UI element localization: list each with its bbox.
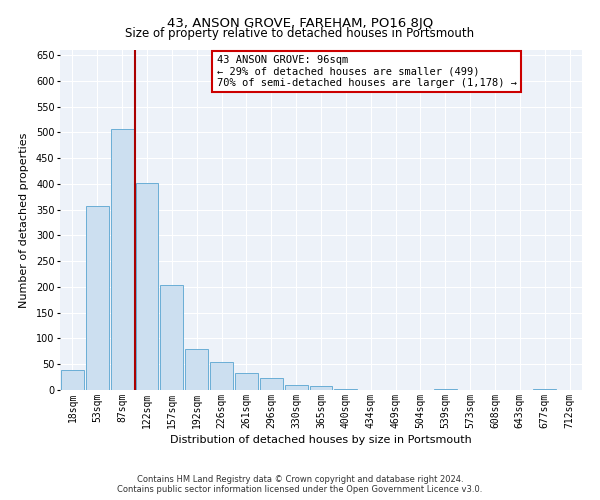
Bar xyxy=(86,206,109,390)
Bar xyxy=(235,373,258,390)
Text: Size of property relative to detached houses in Portsmouth: Size of property relative to detached ho… xyxy=(125,28,475,40)
Text: Contains HM Land Registry data © Crown copyright and database right 2024.
Contai: Contains HM Land Registry data © Crown c… xyxy=(118,474,482,494)
Y-axis label: Number of detached properties: Number of detached properties xyxy=(19,132,29,308)
Bar xyxy=(210,362,233,390)
X-axis label: Distribution of detached houses by size in Portsmouth: Distribution of detached houses by size … xyxy=(170,435,472,445)
Text: 43 ANSON GROVE: 96sqm
← 29% of detached houses are smaller (499)
70% of semi-det: 43 ANSON GROVE: 96sqm ← 29% of detached … xyxy=(217,55,517,88)
Bar xyxy=(160,286,183,390)
Bar xyxy=(61,370,84,390)
Bar xyxy=(310,386,332,390)
Bar xyxy=(185,349,208,390)
Bar xyxy=(111,129,134,390)
Text: 43, ANSON GROVE, FAREHAM, PO16 8JQ: 43, ANSON GROVE, FAREHAM, PO16 8JQ xyxy=(167,18,433,30)
Bar xyxy=(260,378,283,390)
Bar xyxy=(136,184,158,390)
Bar xyxy=(285,385,308,390)
Bar xyxy=(334,389,357,390)
